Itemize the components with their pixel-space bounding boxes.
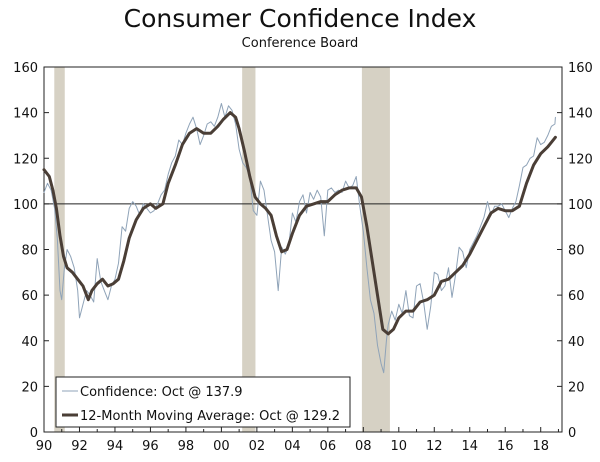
x-tick-label: 94	[107, 439, 124, 454]
x-tick-label: 92	[71, 439, 88, 454]
y-tick-label-right: 0	[568, 426, 576, 441]
series-line-moving-average	[42, 111, 557, 336]
y-tick-label-left: 120	[13, 152, 38, 167]
y-tick-label-right: 80	[568, 244, 585, 259]
x-tick-label: 10	[391, 439, 408, 454]
x-tick-label: 12	[426, 439, 443, 454]
y-tick-label-left: 0	[30, 426, 38, 441]
y-tick-label-right: 40	[568, 335, 585, 350]
legend-label-confidence: Confidence: Oct @ 137.9	[80, 385, 243, 400]
legend-box	[55, 376, 351, 428]
y-tick-label-right: 100	[568, 198, 593, 213]
x-tick-label: 06	[320, 439, 337, 454]
recession-band-2	[361, 67, 390, 432]
x-tick-label: 18	[532, 439, 549, 454]
y-tick-label-left: 40	[21, 335, 38, 350]
y-tick-label-right: 160	[568, 61, 593, 76]
legend: Confidence: Oct @ 137.9 12-Month Moving …	[55, 376, 351, 428]
recession-band-0	[54, 67, 65, 432]
chart-subtitle: Conference Board	[241, 36, 359, 51]
x-tick-label: 16	[497, 439, 514, 454]
chart-title: Consumer Confidence Index	[123, 4, 477, 33]
x-tick-label: 96	[142, 439, 159, 454]
x-tick-label: 08	[355, 439, 372, 454]
y-tick-label-right: 20	[568, 380, 585, 395]
x-tick-label: 02	[249, 439, 266, 454]
x-tick-label: 14	[461, 439, 478, 454]
y-tick-label-left: 100	[13, 198, 38, 213]
y-tick-label-right: 140	[568, 107, 593, 122]
x-tick-label: 04	[284, 439, 301, 454]
legend-label-moving-average: 12-Month Moving Average: Oct @ 129.2	[80, 409, 340, 424]
x-tick-label: 00	[213, 439, 230, 454]
y-tick-label-left: 60	[21, 289, 38, 304]
y-tick-label-right: 120	[568, 152, 593, 167]
y-tick-label-left: 20	[21, 380, 38, 395]
series-lines	[42, 103, 557, 374]
y-tick-label-right: 60	[568, 289, 585, 304]
y-tick-label-left: 160	[13, 61, 38, 76]
series-line-confidence	[43, 103, 556, 374]
y-tick-label-left: 140	[13, 107, 38, 122]
x-tick-label: 98	[178, 439, 195, 454]
y-tick-label-left: 80	[21, 244, 38, 259]
x-tick-label: 90	[36, 439, 53, 454]
